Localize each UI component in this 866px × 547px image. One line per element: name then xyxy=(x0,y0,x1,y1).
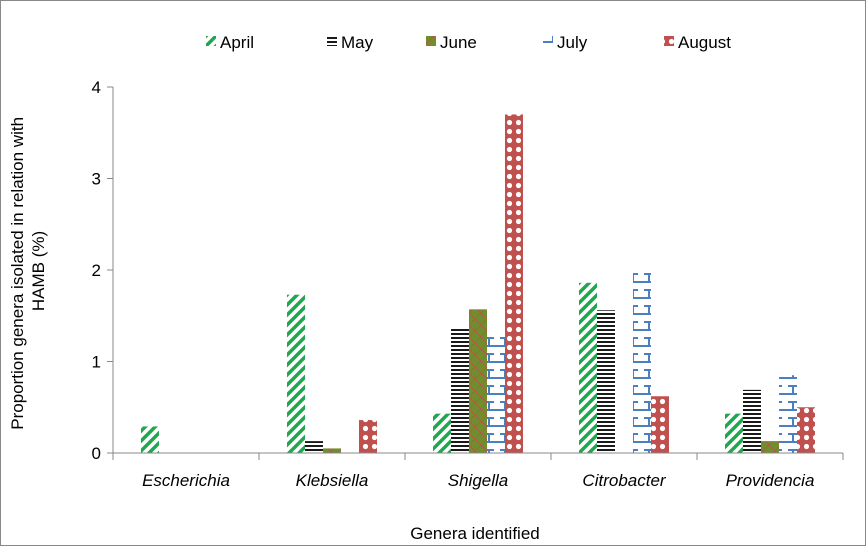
x-axis-ticks: Escherichia Klebsiella Shigella Citrobacter… xyxy=(112,453,844,490)
legend-label-may: May xyxy=(341,33,374,52)
bar-june-klebsiella xyxy=(323,448,341,453)
bar-april-citrobacter xyxy=(579,282,597,453)
bar-august-shigella xyxy=(505,114,523,453)
bar-july-providencia xyxy=(779,375,797,453)
bar-may-providencia xyxy=(743,389,761,453)
bars xyxy=(141,114,815,453)
legend-swatch-july xyxy=(543,36,553,46)
legend-swatch-june xyxy=(426,36,436,46)
x-tick-label: Citrobacter xyxy=(582,471,666,490)
legend-swatch-may xyxy=(327,36,337,46)
bar-august-citrobacter xyxy=(651,396,669,453)
x-tick-label: Providencia xyxy=(726,471,815,490)
bar-july-shigella xyxy=(487,332,505,453)
legend-swatch-august xyxy=(664,36,674,46)
bar-april-escherichia xyxy=(141,426,159,453)
y-tick-label: 1 xyxy=(92,353,101,372)
legend-label-april: April xyxy=(220,33,254,52)
bar-april-klebsiella xyxy=(287,294,305,453)
x-tick-label: Escherichia xyxy=(142,471,230,490)
y-axis-title-line-2: HAMB (%) xyxy=(29,231,48,311)
y-tick-label: 3 xyxy=(92,170,101,189)
legend-label-august: August xyxy=(678,33,731,52)
bar-june-shigella xyxy=(469,309,487,453)
bar-may-klebsiella xyxy=(305,441,323,453)
legend-label-june: June xyxy=(440,33,477,52)
x-tick-label: Klebsiella xyxy=(296,471,369,490)
y-axis-title: Proportion genera isolated in relation w… xyxy=(8,112,48,430)
bar-may-shigella xyxy=(451,327,469,453)
bar-april-shigella xyxy=(433,413,451,453)
x-tick-label: Shigella xyxy=(448,471,509,490)
bar-july-citrobacter xyxy=(633,270,651,453)
bar-june-providencia xyxy=(761,441,779,453)
y-tick-label: 2 xyxy=(92,261,101,280)
legend-swatch-april xyxy=(206,36,216,46)
legend: April May June July August xyxy=(206,33,731,52)
bar-april-providencia xyxy=(725,413,743,453)
bar-may-citrobacter xyxy=(597,310,615,453)
legend-label-july: July xyxy=(557,33,588,52)
y-axis-ticks: 0 1 2 3 4 xyxy=(92,78,113,463)
bar-august-klebsiella xyxy=(359,420,377,453)
bar-august-providencia xyxy=(797,407,815,453)
x-axis-title: Genera identified xyxy=(410,524,539,543)
y-tick-label: 0 xyxy=(92,444,101,463)
y-tick-label: 4 xyxy=(92,78,101,97)
y-axis-title-line-1: Proportion genera isolated in relation w… xyxy=(8,117,27,430)
